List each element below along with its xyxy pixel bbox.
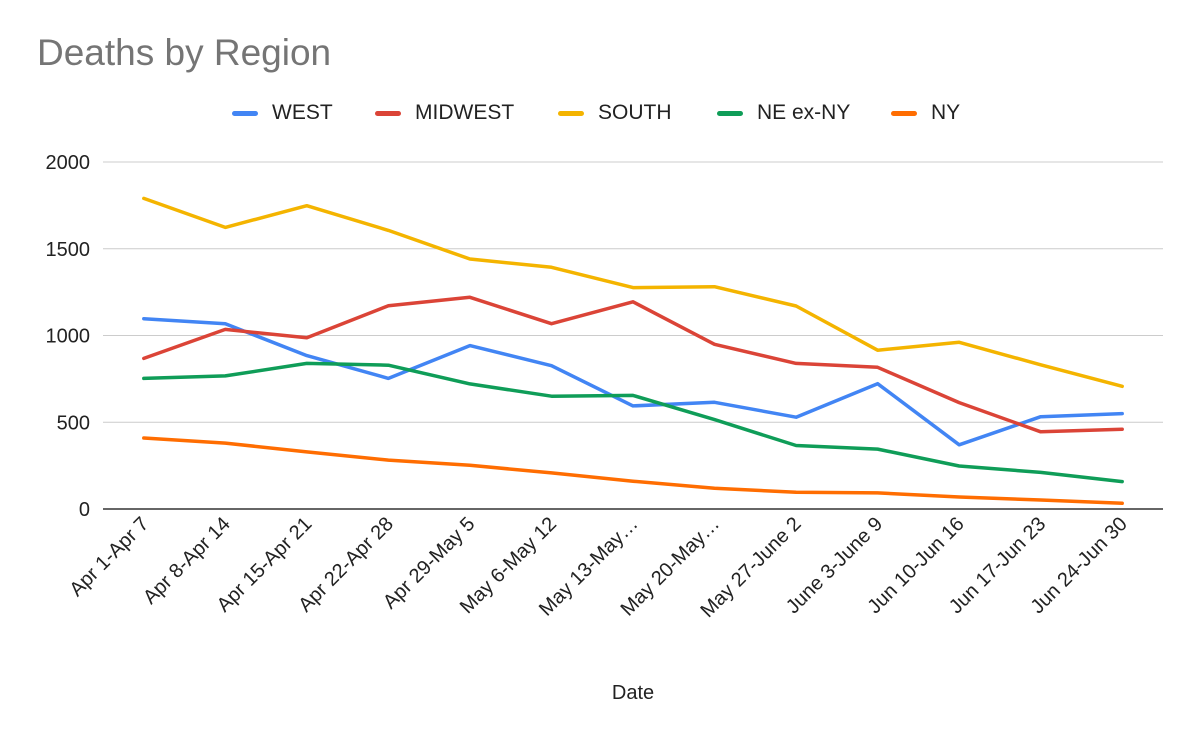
series-line-ny <box>142 436 1124 506</box>
legend-swatch <box>717 110 743 116</box>
series-line-ne-ex-ny <box>142 361 1124 484</box>
y-tick-label: 1000 <box>46 326 91 348</box>
legend: WEST MIDWEST SOUTH NE ex-NY NY <box>0 98 1200 128</box>
legend-swatch <box>375 110 401 116</box>
y-tick-label: 2000 <box>46 152 91 174</box>
legend-label: NY <box>931 101 961 124</box>
legend-item[interactable]: NE ex-NY <box>717 98 850 128</box>
legend-label: SOUTH <box>598 101 672 124</box>
legend-label: MIDWEST <box>415 101 515 124</box>
y-tick-label: 0 <box>79 499 90 521</box>
legend-label: NE ex-NY <box>757 101 851 124</box>
legend-swatch <box>232 110 258 116</box>
legend-item[interactable]: SOUTH <box>558 98 672 128</box>
legend-swatch <box>891 110 917 116</box>
y-tick-label: 1500 <box>46 239 91 261</box>
chart-title: Deaths by Region <box>37 32 332 73</box>
series-lines <box>142 196 1124 506</box>
legend-swatch <box>558 110 584 116</box>
legend-label: WEST <box>272 101 333 124</box>
legend-item[interactable]: WEST <box>232 98 333 128</box>
gridlines <box>103 161 1163 510</box>
legend-item[interactable]: NY <box>891 98 960 128</box>
legend-item[interactable]: MIDWEST <box>375 98 514 128</box>
y-axis-ticks: 0 500 1000 1500 2000 <box>46 152 91 521</box>
y-tick-label: 500 <box>57 412 90 434</box>
series-line-west <box>142 316 1124 447</box>
series-line-midwest <box>142 295 1124 434</box>
series-line-south <box>142 196 1124 389</box>
x-tick-label: Apr 1-Apr 7 <box>65 513 153 601</box>
x-axis-label: Date <box>612 682 654 704</box>
